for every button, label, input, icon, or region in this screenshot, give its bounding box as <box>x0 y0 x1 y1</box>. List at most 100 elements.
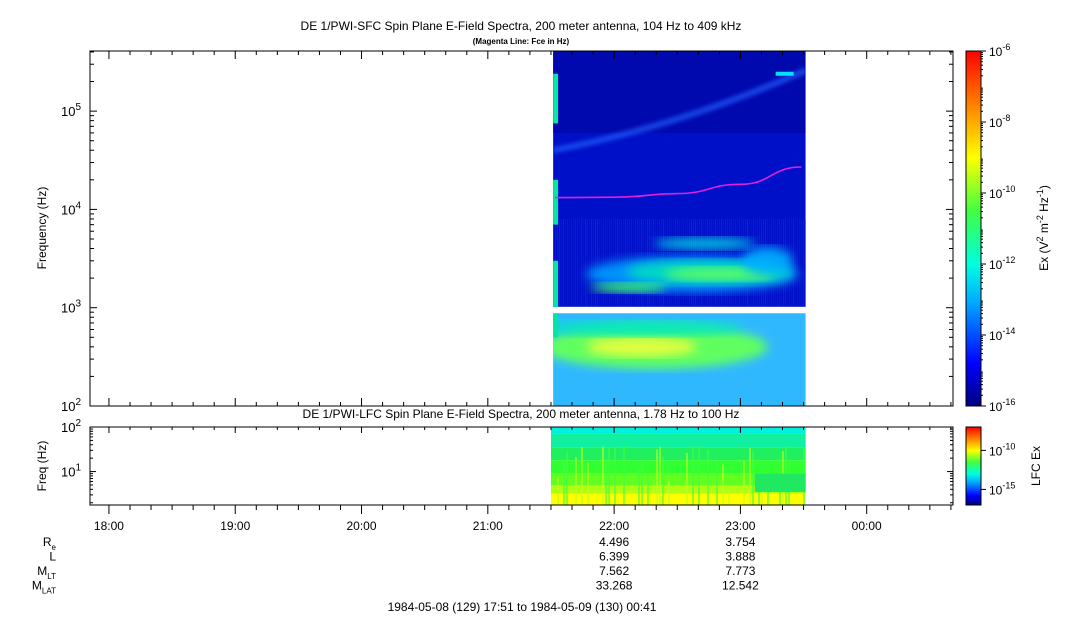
lfc-streak <box>751 451 754 505</box>
lfc-streak <box>655 449 658 505</box>
sfc-colorbar-ticks: 10-16 10-14 10-12 10-10 10-8 10-6 <box>981 42 1015 414</box>
lfc-streak <box>691 446 694 505</box>
ephemeris-value: 4.496 <box>599 535 629 549</box>
sfc-streak <box>587 218 589 307</box>
lfc-streak <box>574 457 577 505</box>
ephemeris-value: 12.542 <box>722 579 759 593</box>
sfc-streak <box>597 218 599 307</box>
lfc-late-region <box>754 473 806 492</box>
lfc-streak <box>667 481 670 505</box>
lfc-streak <box>637 469 640 505</box>
sfc-y-tick-label: 105 <box>61 102 81 119</box>
sfc-colorbar-tick-label: 10-16 <box>989 397 1015 414</box>
lfc-streak <box>727 486 730 505</box>
lfc-band <box>550 473 806 486</box>
lfc-y-tick-label: 101 <box>61 463 81 480</box>
ephemeris-value: 3.888 <box>725 550 755 564</box>
sfc-streak <box>577 218 579 307</box>
lfc-streak <box>766 481 769 505</box>
sfc-cal-strip <box>553 260 559 307</box>
lfc-streak <box>685 452 688 505</box>
sfc-streak <box>559 218 561 307</box>
sfc-plot-frame <box>89 50 954 407</box>
lfc-streak <box>742 460 745 505</box>
lfc-streak <box>604 458 607 505</box>
lfc-y-axis: 101 102 <box>61 418 953 504</box>
lfc-colorbar-ticks: 10-15 10-10 <box>981 441 1015 497</box>
ephemeris-row-label: MLAT <box>32 579 56 596</box>
sfc-low-emission-core <box>585 336 698 357</box>
lfc-streak <box>556 478 559 505</box>
sfc-streak <box>567 218 569 307</box>
time-tick-label: 00:00 <box>852 519 882 533</box>
sfc-streak <box>569 218 571 307</box>
ephemeris-value: 7.562 <box>599 564 629 578</box>
sfc-high-band <box>553 51 806 307</box>
sfc-streak <box>803 218 805 307</box>
lfc-spectrogram <box>550 427 806 505</box>
sfc-streak <box>589 218 591 307</box>
sfc-low-band <box>553 313 806 406</box>
sfc-colorbar-tick-label: 10-12 <box>989 255 1015 272</box>
lfc-streak <box>706 449 709 505</box>
ephemeris-value: 33.268 <box>596 579 633 593</box>
lfc-colorbar-label: LFC Ex <box>1029 446 1043 486</box>
sfc-streak <box>797 218 799 307</box>
lfc-band <box>550 460 806 474</box>
lfc-colorbar-tick-label: 10-10 <box>989 441 1015 458</box>
ephemeris-value: 7.773 <box>725 564 755 578</box>
sfc-spectrogram <box>553 51 806 406</box>
lfc-streak <box>646 471 649 505</box>
sfc-subtitle: (Magenta Line: Fce in Hz) <box>473 37 570 46</box>
time-axis: 18:00 19:00 20:00 21:00 22:00 23:00 00:00 <box>94 51 952 533</box>
sfc-colorbar-tick-label: 10-6 <box>989 42 1010 59</box>
lfc-streak <box>613 448 616 505</box>
lfc-plot-frame <box>89 426 954 506</box>
sfc-streak <box>603 218 605 307</box>
sfc-cal-strip <box>553 179 559 225</box>
lfc-streak <box>697 446 700 505</box>
lfc-streak <box>622 445 625 505</box>
sfc-streak <box>795 218 797 307</box>
lfc-title: DE 1/PWI-LFC Spin Plane E-Field Spectra,… <box>303 407 740 421</box>
sfc-streak <box>593 218 595 307</box>
sfc-bright-spot <box>775 71 794 76</box>
time-tick-label: 22:00 <box>599 519 629 533</box>
sfc-streak <box>579 218 581 307</box>
sfc-streak <box>585 218 587 307</box>
fce-line <box>555 166 802 199</box>
sfc-colorbar-label: Ex (V2 m-2 Hz-1) <box>1035 185 1051 271</box>
sfc-y-tick-label: 103 <box>61 299 81 316</box>
sfc-colorbar-tick-label: 10-14 <box>989 326 1015 343</box>
sfc-streak <box>591 218 593 307</box>
sfc-streak <box>601 218 603 307</box>
lfc-streak <box>760 479 763 505</box>
time-tick-label: 18:00 <box>94 519 124 533</box>
sfc-y-label: Frequency (Hz) <box>35 187 49 270</box>
sfc-streak <box>605 218 607 307</box>
lfc-streak <box>721 464 724 505</box>
sfc-low-emission-top <box>553 320 743 337</box>
lfc-streak <box>586 462 589 505</box>
lfc-band <box>550 485 806 494</box>
sfc-colorbar-tick-label: 10-10 <box>989 184 1015 201</box>
ephemeris-row-label: Re <box>43 535 57 552</box>
sfc-streak <box>801 218 803 307</box>
lfc-streak <box>607 447 610 505</box>
lfc-streak <box>601 446 604 505</box>
sfc-streak <box>565 218 567 307</box>
lfc-streak <box>562 462 565 505</box>
ephemeris-row-label: MLT <box>37 564 56 581</box>
sfc-emission <box>654 237 756 250</box>
time-tick-label: 21:00 <box>473 519 503 533</box>
sfc-streak <box>799 218 801 307</box>
sfc-y-tick-label: 104 <box>61 200 81 217</box>
sfc-colorbar-tick-label: 10-8 <box>989 113 1010 130</box>
ephemeris-value: 6.399 <box>599 550 629 564</box>
lfc-streak <box>661 456 664 505</box>
lfc-streak <box>748 448 751 505</box>
lfc-streak <box>658 446 661 505</box>
sfc-streak <box>571 218 573 307</box>
lfc-band <box>550 493 806 505</box>
